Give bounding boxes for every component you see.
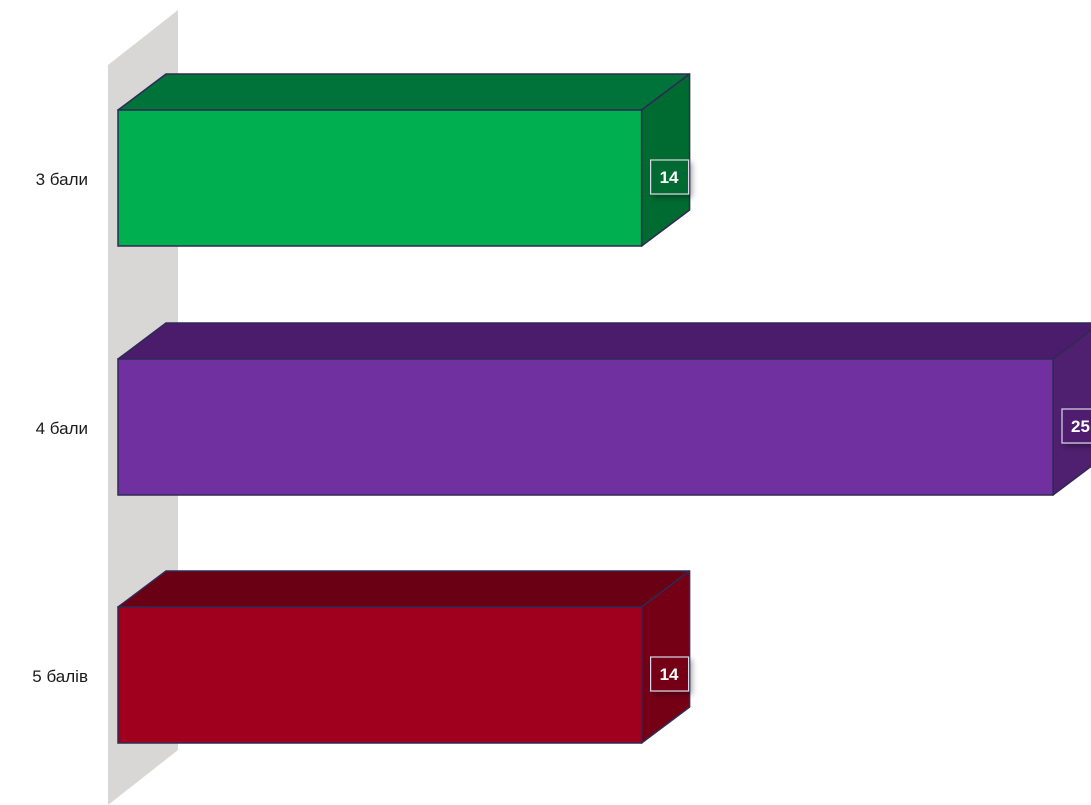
data-label-box-1 (649, 159, 690, 195)
data-label-text-3: 14 (660, 665, 679, 684)
bar-3 (117, 570, 691, 744)
category-label-3: 5 балів (32, 667, 88, 686)
bar-top-face-3 (117, 570, 691, 608)
bar-front-face-3 (117, 606, 643, 744)
category-label-1: 3 бали (36, 170, 88, 189)
bar-top-face-2 (117, 322, 1091, 360)
data-label-text-2: 25 (1071, 417, 1090, 436)
category-labels-group: 3 бали 4 бали 5 балів (32, 170, 88, 686)
bar-1 (117, 73, 691, 247)
data-label-box-2 (1061, 408, 1091, 444)
data-label-box-3 (649, 656, 690, 692)
bar-front-face-1 (117, 109, 643, 247)
category-label-2: 4 бали (36, 419, 88, 438)
bars-group: 14 25 14 (117, 73, 1091, 744)
bar-front-face-2 (117, 358, 1054, 496)
bar-top-face-1 (117, 73, 691, 111)
data-label-3: 14 (649, 656, 690, 692)
bar-2 (117, 322, 1091, 496)
data-label-text-1: 14 (660, 168, 679, 187)
data-label-1: 14 (649, 159, 690, 195)
data-label-2: 25 (1061, 408, 1091, 444)
